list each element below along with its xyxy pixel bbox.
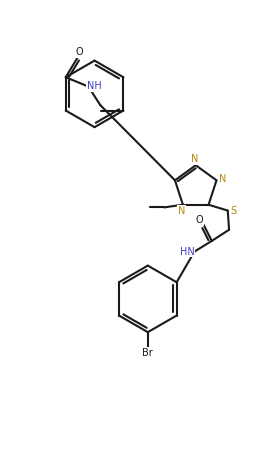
Text: HN: HN [180,247,194,257]
Text: Br: Br [143,348,153,358]
Text: N: N [220,174,227,184]
Text: N: N [178,206,185,216]
Text: NH: NH [87,81,102,91]
Text: O: O [196,215,204,225]
Text: N: N [191,154,198,164]
Text: O: O [75,48,83,58]
Text: S: S [231,206,237,216]
